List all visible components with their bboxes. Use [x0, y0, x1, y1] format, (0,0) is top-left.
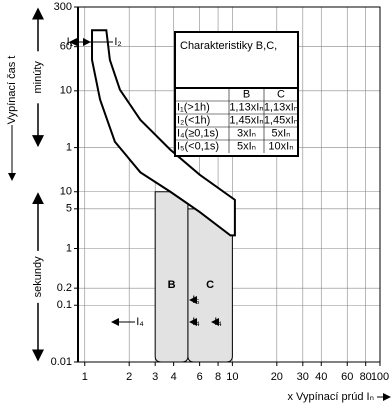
y-tick-label: 5	[66, 203, 72, 215]
x-tick-label: 40	[315, 371, 327, 383]
section-label: sekundy	[32, 256, 44, 297]
section-label: minúty	[32, 61, 44, 94]
section-label-bg	[31, 51, 45, 104]
x-tick-label: 8	[215, 371, 221, 383]
x-tick-label: 80	[360, 371, 372, 383]
table-cell: 1,13xIₙ	[264, 101, 298, 113]
x-tick-label: 100	[371, 371, 389, 383]
table-cell: 5xIₙ	[271, 127, 290, 139]
table-cell: 10xIₙ	[268, 140, 293, 152]
x-tick-label: 60	[341, 371, 353, 383]
y-tick-label: 0.1	[57, 299, 72, 311]
y-tick-label: 0.01	[51, 356, 72, 368]
region	[187, 208, 233, 363]
annotation: I₅	[192, 294, 200, 306]
x-axis-label: x Vypínací prúd Iₙ	[287, 391, 374, 403]
x-tick-label: 2	[126, 371, 132, 383]
annotation: I₄	[136, 316, 144, 328]
table-cell: 1,45xIₙ	[264, 114, 298, 126]
x-tick-label: 3	[152, 371, 158, 383]
x-tick-label: 4	[171, 371, 177, 383]
table-cell: I₅(<0,1s)	[177, 140, 219, 152]
y-tick-label: 10	[60, 186, 72, 198]
annotation: I₄	[192, 316, 200, 328]
annotation: I₄	[214, 316, 222, 328]
region-label: C	[206, 279, 214, 291]
y-tick-label: 0.2	[57, 282, 72, 294]
table-cell: 5xIₙ	[237, 140, 256, 152]
x-tick-label: 1	[82, 371, 88, 383]
y-tick-label: 60	[60, 41, 72, 53]
trip-band	[91, 29, 236, 237]
x-tick-label: 10	[226, 371, 238, 383]
y-tick-label: 1	[66, 242, 72, 254]
y-tick-label: 10	[60, 85, 72, 97]
table-header: C	[277, 88, 285, 100]
table-cell: I₁(>1h)	[177, 101, 210, 113]
x-tick-label: 6	[197, 371, 203, 383]
table-title: Charakteristiky B,C,	[180, 40, 277, 52]
table-cell: I₂(<1h)	[177, 114, 210, 126]
y-tick-label: 1	[66, 141, 72, 153]
region-label: B	[168, 279, 176, 291]
x-tick-label: 20	[271, 371, 283, 383]
annotation: I₂	[114, 36, 121, 48]
region	[154, 191, 189, 363]
table-cell: 1,13xIₙ	[229, 101, 263, 113]
y-axis-label: Vypínací čas t	[6, 56, 18, 125]
x-tick-label: 30	[297, 371, 309, 383]
section-label-bg	[31, 250, 45, 303]
table-cell: I₄(≥0,1s)	[177, 127, 219, 139]
table-box	[174, 31, 299, 157]
table-cell: 3xIₙ	[237, 127, 256, 139]
table-header: B	[243, 88, 250, 100]
table-cell: 1,45xIₙ	[229, 114, 263, 126]
legend-table: Charakteristiky B,C, B C I₁(>1h) 1,13xIₙ 1,13…	[174, 31, 299, 157]
y-tick-label: 300	[54, 1, 72, 13]
